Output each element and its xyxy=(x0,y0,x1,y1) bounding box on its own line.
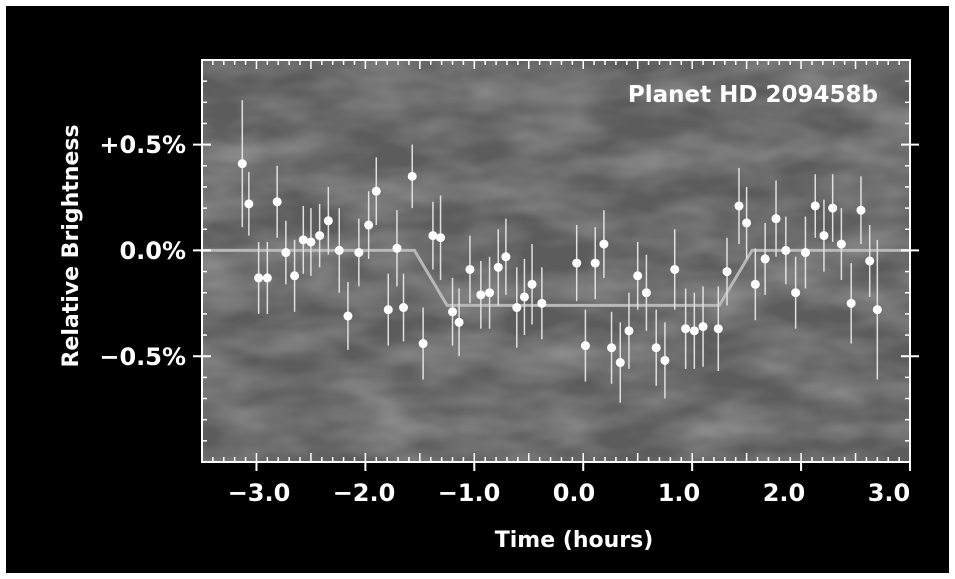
data-point xyxy=(371,186,381,196)
data-point xyxy=(572,258,582,268)
y-tick-label: 0.0% xyxy=(119,237,186,265)
data-point xyxy=(298,235,308,245)
data-points-group xyxy=(237,159,882,368)
data-point xyxy=(501,252,511,262)
data-point xyxy=(290,271,300,281)
x-tick-label: 0.0 xyxy=(553,479,596,507)
data-point xyxy=(272,197,282,207)
data-point xyxy=(428,231,438,241)
data-point xyxy=(836,239,846,249)
data-point xyxy=(698,322,708,332)
data-point xyxy=(465,264,475,274)
data-point xyxy=(343,311,353,321)
data-point xyxy=(599,239,609,249)
data-point xyxy=(244,199,254,209)
data-point xyxy=(254,273,264,283)
data-point xyxy=(781,245,791,255)
axes-group xyxy=(193,59,919,471)
data-point xyxy=(392,243,402,253)
model-curve-group xyxy=(202,248,910,307)
data-point xyxy=(476,290,486,300)
data-point xyxy=(485,288,495,298)
data-point xyxy=(856,205,866,215)
data-point xyxy=(633,271,643,281)
data-point xyxy=(760,254,770,264)
data-point xyxy=(590,258,600,268)
x-axis-title: Time (hours) xyxy=(495,528,654,553)
data-point xyxy=(527,279,537,289)
data-point xyxy=(819,231,829,241)
y-axis-title: Relative Brightness xyxy=(59,124,84,367)
x-tick-label: 1.0 xyxy=(658,479,701,507)
data-point xyxy=(865,256,875,266)
data-point xyxy=(615,358,625,368)
x-tick-labels: −3.0 −2.0 −1.0 0.0 1.0 2.0 3.0 xyxy=(228,479,911,507)
data-point xyxy=(354,248,364,258)
y-tick-label: +0.5% xyxy=(99,131,186,159)
data-point xyxy=(262,273,272,283)
data-point xyxy=(323,216,333,226)
x-tick-label: 3.0 xyxy=(868,479,911,507)
y-tick-labels: +0.5% 0.0% −0.5% xyxy=(99,131,186,371)
data-point xyxy=(872,305,882,315)
data-point xyxy=(399,303,409,313)
data-point xyxy=(771,214,781,224)
data-point xyxy=(436,233,446,243)
data-point xyxy=(800,248,810,258)
data-point xyxy=(810,201,820,211)
data-point xyxy=(624,326,634,336)
x-tick-label: −3.0 xyxy=(228,479,291,507)
data-point xyxy=(580,341,590,351)
y-tick-label: −0.5% xyxy=(99,343,186,371)
x-tick-label: −1.0 xyxy=(438,479,501,507)
plot-texture xyxy=(202,60,910,462)
data-point xyxy=(722,267,732,277)
data-point xyxy=(651,343,661,353)
data-point xyxy=(383,305,393,315)
data-point xyxy=(734,201,744,211)
light-curve-chart: Planet HD 209458b +0.5% 0.0% −0.5% −3.0 … xyxy=(59,59,919,553)
data-point xyxy=(407,171,417,181)
data-point xyxy=(742,218,752,228)
chart-title: Planet HD 209458b xyxy=(628,82,878,108)
data-point xyxy=(454,317,464,327)
data-point xyxy=(512,303,522,313)
data-point xyxy=(315,231,325,241)
plot-frame xyxy=(201,59,911,463)
data-point xyxy=(607,343,617,353)
data-point xyxy=(418,339,428,349)
data-point xyxy=(670,264,680,274)
data-point xyxy=(364,220,374,230)
chart-frame: Planet HD 209458b +0.5% 0.0% −0.5% −3.0 … xyxy=(6,6,949,573)
data-point xyxy=(448,307,458,317)
data-point xyxy=(493,262,503,272)
model-curve-line xyxy=(202,248,910,307)
data-point xyxy=(828,203,838,213)
data-point xyxy=(689,326,699,336)
data-point xyxy=(281,248,291,258)
data-point xyxy=(846,298,856,308)
data-point xyxy=(237,159,247,169)
data-point xyxy=(681,324,691,334)
data-point xyxy=(306,237,316,247)
plot-background xyxy=(202,60,910,462)
data-point xyxy=(641,288,651,298)
x-tick-label: −2.0 xyxy=(333,479,396,507)
data-point xyxy=(519,292,529,302)
data-point xyxy=(713,324,723,334)
data-point xyxy=(334,245,344,255)
data-point xyxy=(537,298,547,308)
x-tick-label: 2.0 xyxy=(763,479,806,507)
data-point xyxy=(750,279,760,289)
data-point xyxy=(660,355,670,365)
data-point xyxy=(791,288,801,298)
